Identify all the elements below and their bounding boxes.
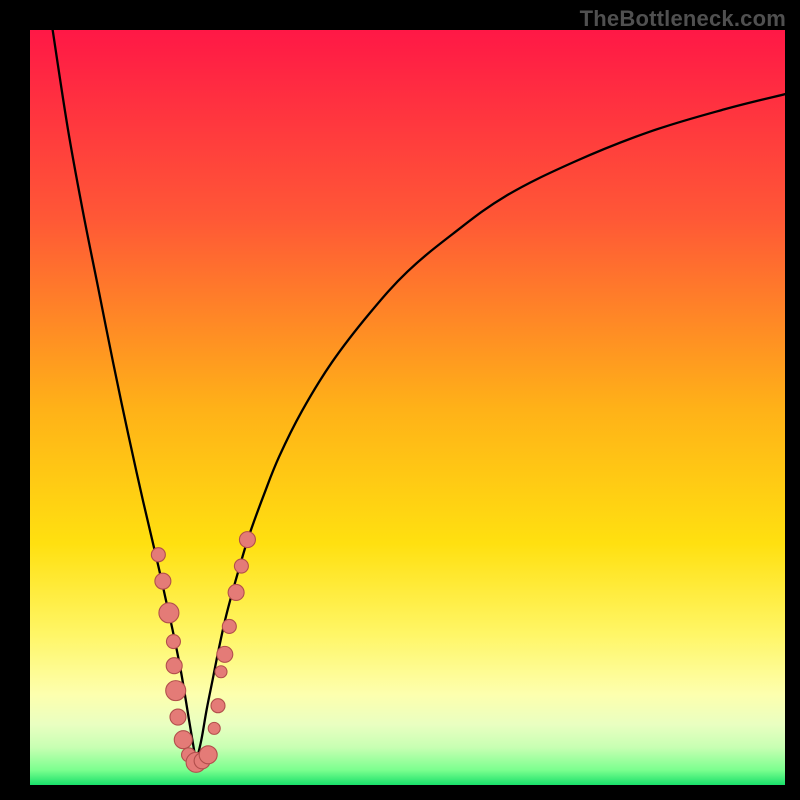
data-marker	[208, 722, 220, 734]
data-marker	[199, 746, 217, 764]
bottleneck-curve-chart	[30, 30, 785, 785]
curve-left	[53, 30, 196, 762]
data-marker	[166, 681, 186, 701]
data-marker	[239, 532, 255, 548]
data-marker	[234, 559, 248, 573]
data-marker	[215, 666, 227, 678]
data-marker	[170, 709, 186, 725]
data-marker	[166, 658, 182, 674]
data-marker	[159, 603, 179, 623]
data-marker	[222, 619, 236, 633]
data-marker	[155, 573, 171, 589]
data-marker	[174, 731, 192, 749]
data-marker	[217, 646, 233, 662]
data-marker	[166, 635, 180, 649]
curve-right	[196, 94, 785, 762]
data-marker	[228, 584, 244, 600]
chart-stage: TheBottleneck.com	[0, 0, 800, 800]
data-marker	[211, 699, 225, 713]
data-marker	[151, 548, 165, 562]
watermark-text: TheBottleneck.com	[580, 6, 786, 32]
